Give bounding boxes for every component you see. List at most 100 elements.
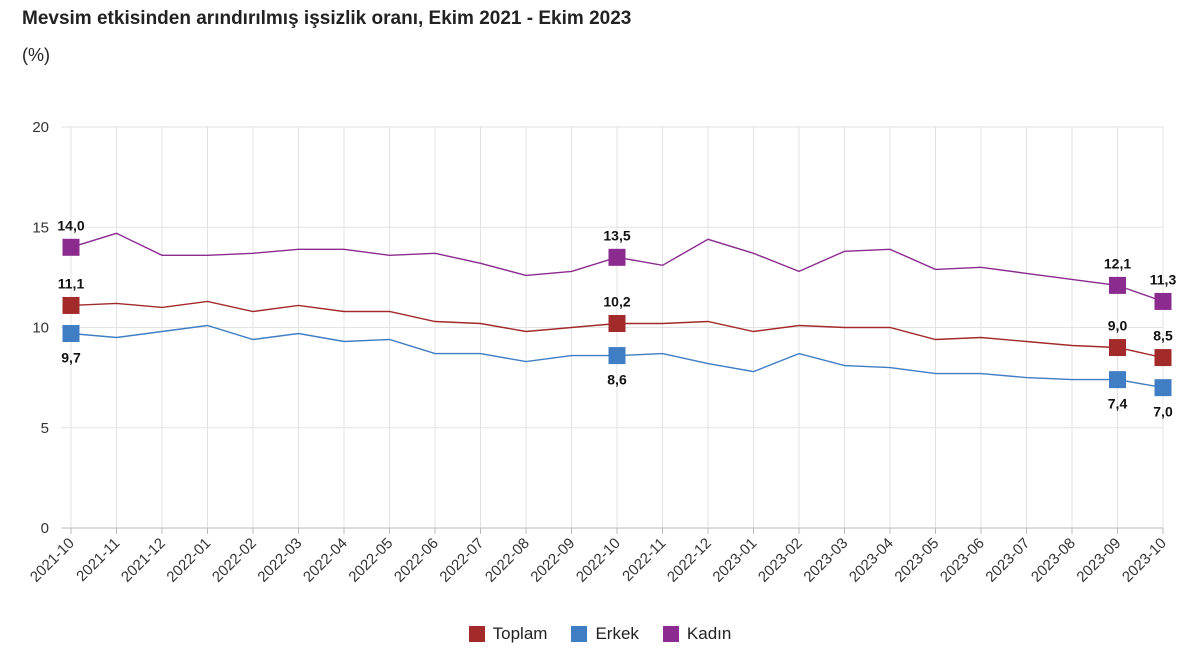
data-point-kad-n: [160, 253, 164, 257]
data-point-kad-n: [570, 269, 574, 273]
data-label-toplam: 9,0: [1108, 318, 1128, 334]
data-label-erkek: 7,0: [1153, 404, 1173, 420]
x-tick-label: 2023-06: [937, 535, 988, 586]
x-tick-label: 2023-08: [1028, 535, 1079, 586]
chart-legend: Toplam Erkek Kadın: [0, 624, 1200, 644]
x-tick-label: 2023-05: [891, 535, 942, 586]
data-point-erkek: [524, 360, 528, 364]
data-point-toplam: [251, 309, 255, 313]
data-point-toplam: [479, 321, 483, 325]
data-point-kad-n: [843, 249, 847, 253]
data-point-kad-n: [797, 269, 801, 273]
data-point-erkek: [888, 366, 892, 370]
data-label-erkek: 9,7: [61, 350, 81, 366]
data-point-kad-n: [934, 267, 938, 271]
data-point-kad-n: [388, 253, 392, 257]
legend-swatch-kad-n: [662, 626, 679, 642]
legend-item-toplam[interactable]: Toplam: [468, 624, 548, 644]
data-point-toplam: [1025, 340, 1029, 344]
data-point-kad-n: [524, 273, 528, 277]
data-point-toplam: [160, 305, 164, 309]
data-point-erkek: [797, 352, 801, 356]
x-tick-label: 2021-11: [73, 535, 123, 585]
data-point-toplam: [115, 301, 119, 305]
legend-item-kad-n[interactable]: Kadın: [662, 624, 731, 644]
data-label-erkek: 8,6: [607, 372, 627, 388]
data-point-erkek: [433, 352, 437, 356]
x-tick-label: 2023-10: [1119, 535, 1170, 586]
data-point-erkek: [979, 372, 983, 376]
data-point-erkek: [251, 338, 255, 342]
data-point-toplam: [979, 336, 983, 340]
data-point-erkek: [342, 340, 346, 344]
highlight-marker-toplam: [62, 296, 80, 314]
y-tick-label: 20: [32, 119, 49, 136]
legend-swatch-toplam: [468, 626, 485, 642]
data-point-kad-n: [115, 231, 119, 235]
data-point-toplam: [843, 326, 847, 330]
x-tick-label: 2022-06: [391, 535, 442, 586]
data-point-kad-n: [342, 247, 346, 251]
data-point-toplam: [888, 326, 892, 330]
highlight-marker-kad-n: [608, 248, 626, 266]
data-point-kad-n: [888, 247, 892, 251]
highlight-marker-kad-n: [62, 238, 80, 256]
data-point-kad-n: [479, 261, 483, 265]
data-point-toplam: [297, 303, 301, 307]
x-tick-label: 2022-04: [300, 535, 351, 586]
data-point-erkek: [843, 364, 847, 368]
x-tick-label: 2023-01: [709, 535, 760, 586]
legend-swatch-erkek: [571, 626, 588, 642]
data-point-erkek: [206, 323, 210, 327]
data-point-erkek: [479, 352, 483, 356]
highlight-marker-erkek: [608, 347, 626, 365]
x-tick-label: 2021-10: [27, 535, 78, 586]
x-tick-label: 2023-03: [800, 535, 851, 586]
data-label-kad-n: 14,0: [57, 217, 84, 233]
data-point-toplam: [433, 319, 437, 323]
highlight-marker-toplam: [608, 314, 626, 332]
data-point-toplam: [1070, 344, 1074, 348]
data-point-kad-n: [661, 263, 665, 267]
x-tick-label: 2022-11: [619, 535, 669, 585]
highlight-marker-erkek: [1109, 371, 1126, 389]
x-tick-label: 2023-09: [1073, 535, 1124, 586]
data-point-erkek: [1070, 378, 1074, 382]
data-point-toplam: [570, 326, 574, 330]
data-point-erkek: [706, 362, 710, 366]
x-tick-label: 2023-07: [982, 535, 1033, 586]
data-label-toplam: 11,1: [58, 275, 85, 291]
x-tick-label: 2022-02: [209, 535, 260, 586]
y-tick-label: 15: [32, 219, 49, 236]
data-point-toplam: [388, 309, 392, 313]
x-tick-label: 2022-03: [254, 535, 305, 586]
data-point-kad-n: [706, 237, 710, 241]
x-tick-label: 2022-08: [482, 535, 533, 586]
chart-subtitle: (%): [22, 45, 50, 65]
data-point-kad-n: [752, 251, 756, 255]
x-tick-label: 2022-10: [573, 535, 624, 586]
data-point-kad-n: [1025, 271, 1029, 275]
data-point-toplam: [706, 319, 710, 323]
chart-title: Mevsim etkisinden arındırılmış işsizlik …: [22, 8, 632, 29]
y-tick-label: 0: [41, 520, 49, 537]
legend-label-toplam: Toplam: [492, 624, 548, 643]
x-tick-label: 2022-05: [345, 535, 396, 586]
data-point-toplam: [524, 330, 528, 334]
data-point-toplam: [206, 299, 210, 303]
data-label-kad-n: 11,3: [1150, 271, 1177, 287]
highlight-marker-kad-n: [1109, 276, 1126, 294]
x-tick-label: 2022-01: [163, 535, 214, 586]
data-label-erkek: 7,4: [1108, 396, 1128, 412]
highlight-marker-toplam: [1154, 349, 1172, 367]
legend-item-erkek[interactable]: Erkek: [571, 624, 639, 644]
legend-label-erkek: Erkek: [595, 624, 639, 643]
highlight-marker-erkek: [1154, 379, 1172, 397]
data-point-erkek: [661, 352, 665, 356]
data-point-toplam: [342, 309, 346, 313]
data-label-toplam: 10,2: [603, 293, 630, 309]
data-label-kad-n: 12,1: [1104, 255, 1131, 271]
data-point-erkek: [1025, 376, 1029, 380]
y-tick-label: 5: [41, 420, 49, 437]
highlight-marker-kad-n: [1154, 292, 1172, 310]
